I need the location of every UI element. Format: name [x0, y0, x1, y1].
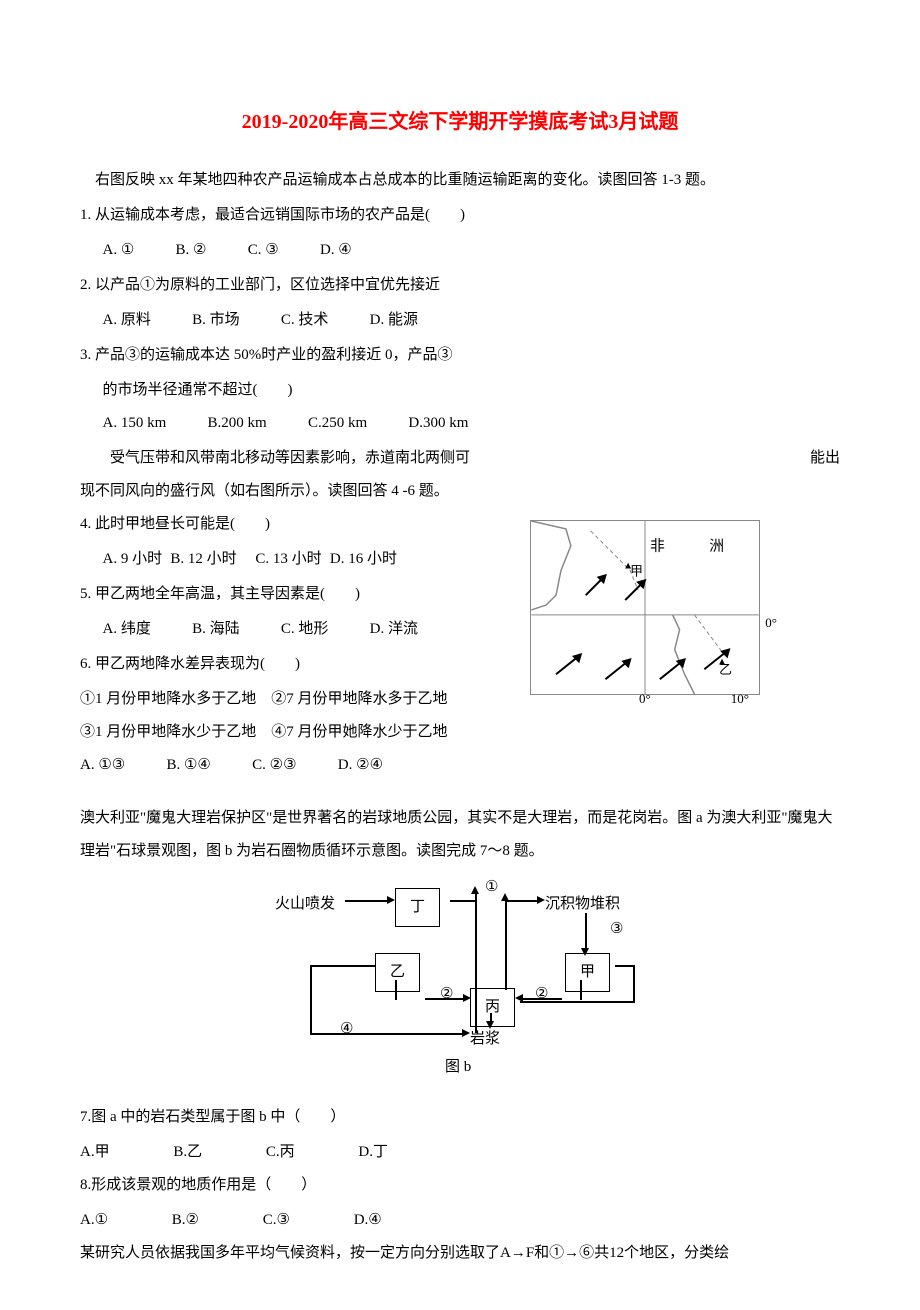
- deposit-label: 沉积物堆积: [545, 888, 620, 921]
- q5-options: A. 纬度 B. 海陆 C. 地形 D. 洋流: [80, 613, 560, 646]
- diagram-caption: 图 b: [445, 1051, 471, 1084]
- question-6: 6. 甲乙两地降水差异表现为( ): [80, 648, 560, 681]
- num-3: ③: [610, 913, 623, 946]
- question-5: 5. 甲乙两地全年高温，其主导因素是( ): [80, 578, 560, 611]
- q7-opt-d: D.丁: [358, 1144, 388, 1160]
- q8-opt-c: C.③: [263, 1212, 290, 1228]
- q1-options: A. ① B. ② C. ③ D. ④: [80, 234, 840, 267]
- intro-2c: 现不同风向的盛行风（如右图所示）。读图回答 4 -6 题。: [80, 475, 840, 508]
- box-jia: 甲: [565, 953, 610, 992]
- q2-options: A. 原料 B. 市场 C. 技术 D. 能源: [80, 304, 840, 337]
- q4-opt-c: C. 13 小时: [255, 551, 321, 567]
- q3-opt-a: A. 150 km: [103, 415, 167, 431]
- num-2a: ②: [440, 978, 453, 1011]
- q2-opt-d: D. 能源: [370, 312, 418, 328]
- q2-opt-c: C. 技术: [281, 312, 329, 328]
- q7-opt-c: C.丙: [266, 1144, 295, 1160]
- q8-opt-d: D.④: [354, 1212, 382, 1228]
- intro-4: 某研究人员依据我国多年平均气候资料，按一定方向分别选取了A→F和①→⑥共12个地…: [80, 1237, 840, 1270]
- q5-opt-d: D. 洋流: [370, 621, 418, 637]
- q6-opt-b: B. ①④: [166, 757, 210, 773]
- svg-text:▲: ▲: [717, 656, 727, 667]
- num-4: ④: [340, 1013, 353, 1046]
- q7-opt-a: A.甲: [80, 1144, 110, 1160]
- question-4: 4. 此时甲地昼长可能是( ): [80, 508, 560, 541]
- map-0deg-a: 0°: [765, 609, 777, 638]
- q2-opt-a: A. 原料: [103, 312, 151, 328]
- q3-options: A. 150 km B.200 km C.250 km D.300 km: [80, 407, 840, 440]
- volcanic-label: 火山喷发: [275, 888, 335, 921]
- q8-options: A.① B.② C.③ D.④: [80, 1204, 840, 1237]
- question-8: 8.形成该景观的地质作用是（ ）: [80, 1169, 840, 1202]
- q3-opt-b: B.200 km: [208, 415, 267, 431]
- map-0deg-b: 0°: [639, 685, 651, 714]
- q6-opt-a: A. ①③: [80, 757, 125, 773]
- q5-opt-b: B. 海陆: [192, 621, 240, 637]
- num-1: ①: [485, 871, 498, 904]
- question-3a: 3. 产品③的运输成本达 50%时产业的盈利接近 0，产品③: [80, 339, 840, 372]
- q6-line2: ③1 月份甲地降水少于乙地 ④7 月份甲她降水少于乙地: [80, 716, 840, 749]
- map-fei: 非: [650, 538, 665, 555]
- intro-2a: 受气压带和风带南北移动等因素影响，赤道南北两侧可: [80, 450, 470, 466]
- q4-opt-a: A. 9 小时: [103, 551, 163, 567]
- q8-opt-a: A.①: [80, 1212, 108, 1228]
- q6-opt-c: C. ②③: [252, 757, 296, 773]
- map-zhou: 洲: [709, 539, 724, 555]
- q8-opt-b: B.②: [172, 1212, 199, 1228]
- q2-opt-b: B. 市场: [192, 312, 240, 328]
- map-10deg: 10°: [731, 685, 749, 714]
- q4-opt-b: B. 12 小时: [170, 551, 236, 567]
- q1-opt-b: B. ②: [176, 242, 207, 258]
- question-3b: 的市场半径通常不超过( ): [80, 374, 840, 407]
- q6-opt-d: D. ②④: [338, 757, 383, 773]
- question-7: 7.图 a 中的岩石类型属于图 b 中（ ）: [80, 1101, 840, 1134]
- q7-opt-b: B.乙: [173, 1144, 202, 1160]
- q5-opt-a: A. 纬度: [103, 621, 151, 637]
- page-title: 2019-2020年高三文综下学期开学摸底考试3月试题: [80, 100, 840, 144]
- intro-2b: 能出: [810, 442, 840, 475]
- q1-opt-d: D. ④: [320, 242, 352, 258]
- q1-opt-a: A. ①: [103, 242, 135, 258]
- q5-opt-c: C. 地形: [281, 621, 329, 637]
- q4-options: A. 9 小时 B. 12 小时 C. 13 小时 D. 16 小时: [80, 543, 560, 576]
- q3-opt-c: C.250 km: [308, 415, 367, 431]
- q3-opt-d: D.300 km: [408, 415, 468, 431]
- question-2: 2. 以产品①为原料的工业部门，区位选择中宜优先接近: [80, 269, 840, 302]
- intro-2: 受气压带和风带南北移动等因素影响，赤道南北两侧可 能出: [80, 442, 840, 475]
- intro-1: 右图反映 xx 年某地四种农产品运输成本占总成本的比重随运输距离的变化。读图回答…: [80, 164, 840, 197]
- q1-opt-c: C. ③: [248, 242, 279, 258]
- intro-3: 澳大利亚"魔鬼大理岩保护区"是世界著名的岩球地质公园，其实不是大理岩，而是花岗岩…: [80, 802, 840, 868]
- svg-text:▲: ▲: [623, 560, 633, 571]
- q7-options: A.甲 B.乙 C.丙 D.丁: [80, 1136, 840, 1169]
- africa-map-diagram: 非 洲 甲 ▲ 乙 ▲ 0° 0° 10°: [530, 520, 760, 695]
- question-1: 1. 从运输成本考虑，最适合远销国际市场的农产品是( ): [80, 199, 840, 232]
- q6-options: A. ①③ B. ①④ C. ②③ D. ②④: [80, 749, 840, 782]
- rock-cycle-diagram: 火山喷发 沉积物堆积 丁 乙 甲 丙 岩浆 ① ③ ② ② ④: [80, 883, 840, 1086]
- q4-opt-d: D. 16 小时: [330, 551, 397, 567]
- box-ding: 丁: [395, 888, 440, 927]
- num-2b: ②: [535, 978, 548, 1011]
- box-yi: 乙: [375, 953, 420, 992]
